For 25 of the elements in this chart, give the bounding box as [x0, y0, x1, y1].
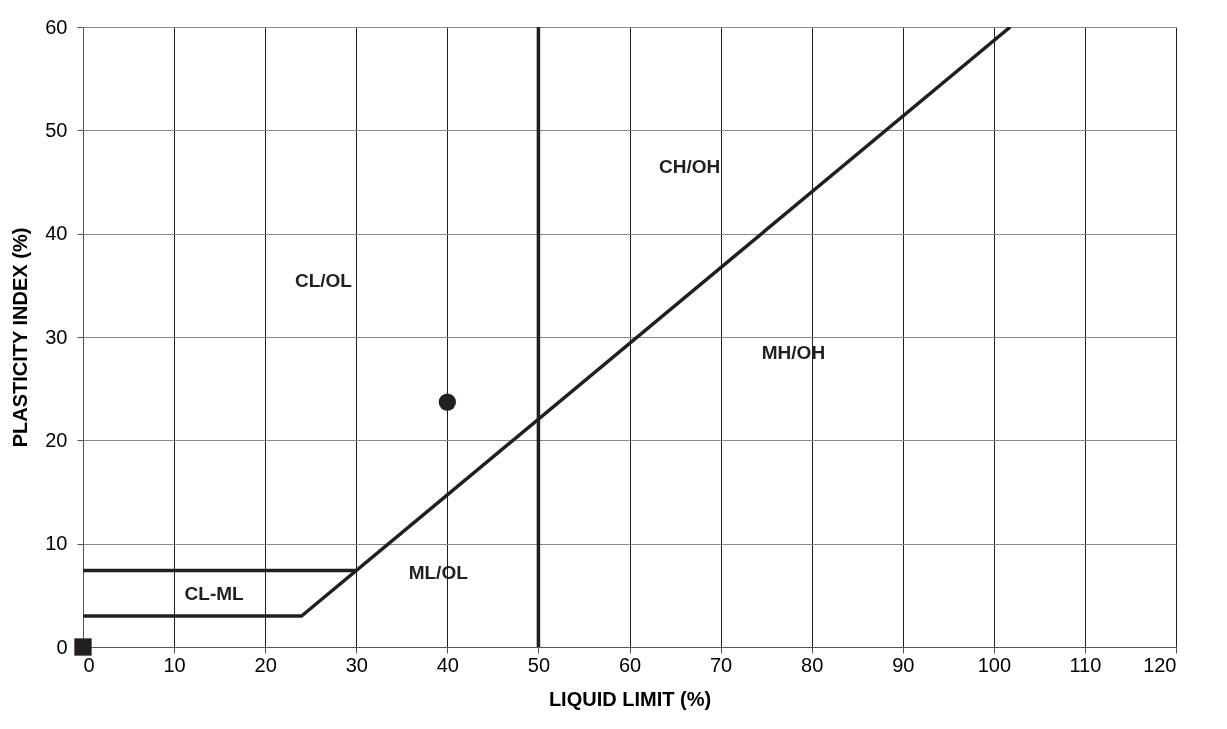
x-tick-label: 40	[436, 653, 459, 676]
x-tick-label: 120	[1143, 653, 1177, 676]
x-tick-label: 70	[709, 653, 733, 676]
x-tick-label: 110	[1069, 653, 1102, 676]
x-tick-label: 0	[83, 653, 95, 676]
x-axis-title: LIQUID LIMIT (%)	[548, 687, 712, 710]
y-axis-title: PLASTICITY INDEX (%)	[9, 227, 32, 448]
annotation: CL/OL	[294, 270, 353, 292]
y-tick-label: 20	[45, 428, 68, 451]
y-tick-label: 0	[56, 635, 68, 658]
y-tick-label: 50	[45, 118, 68, 141]
x-tick-label: 80	[801, 653, 824, 676]
x-tick-label: 100	[977, 653, 1012, 676]
y-tick-label: 30	[45, 325, 68, 348]
x-tick-label: 50	[527, 653, 551, 676]
y-tick-label: 60	[45, 15, 68, 38]
y-tick-label: 40	[45, 222, 68, 245]
x-tick-label: 10	[163, 653, 186, 676]
annotation: CL-ML	[184, 583, 245, 605]
x-tick-label: 20	[254, 653, 277, 676]
annotation: CH/OH	[659, 155, 721, 177]
x-tick-label: 90	[892, 653, 915, 676]
x-tick-label: 30	[345, 653, 368, 676]
y-tick-label: 10	[45, 532, 68, 555]
x-tick-label: 60	[618, 653, 642, 676]
